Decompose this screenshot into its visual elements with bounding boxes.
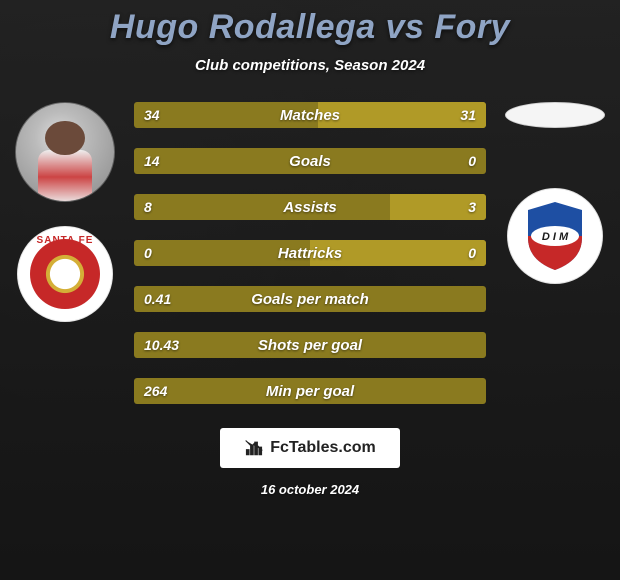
stat-row: Goals per match 0.41 (134, 286, 486, 312)
stat-row: Hattricks 0 0 (134, 240, 486, 266)
club-badge-right-shield: D I M (524, 200, 586, 272)
page-subtitle: Club competitions, Season 2024 (195, 57, 425, 74)
stat-row: Matches 34 31 (134, 102, 486, 128)
stats-column: Matches3431Goals140Assists83Hattricks00G… (130, 102, 490, 404)
stat-value-right: 0 (468, 153, 476, 169)
stat-value-left: 264 (144, 383, 167, 399)
stat-value-right: 3 (468, 199, 476, 215)
stat-label: Shots per goal (258, 337, 362, 354)
chart-icon (244, 438, 264, 458)
left-column: SANTA FE (0, 102, 130, 322)
stat-row: Shots per goal 10.43 (134, 332, 486, 358)
stat-label: Matches (280, 107, 340, 124)
stat-label: Min per goal (266, 383, 354, 400)
stat-value-left: 0 (144, 245, 152, 261)
stat-value-right: 31 (460, 107, 476, 123)
stat-label: Goals per match (251, 291, 369, 308)
right-column: D I M (490, 102, 620, 284)
main-area: SANTA FE Matches 34 31 Goals 14 0 Assists 8 3 Hat… (0, 102, 620, 404)
stat-value-left: 14 (144, 153, 160, 169)
branding-label: FcTables.com (270, 439, 376, 457)
content-wrapper: Hugo Rodallega vs Fory Club competitions… (0, 0, 620, 580)
stat-row: Min per goal 264 (134, 378, 486, 404)
stat-row: Assists 8 3 (134, 194, 486, 220)
stat-value-left: 34 (144, 107, 160, 123)
stat-value-left: 10.43 (144, 337, 179, 353)
club-badge-left-text: SANTA FE (37, 235, 94, 246)
stat-label: Hattricks (278, 245, 342, 262)
page-title: Hugo Rodallega vs Fory (110, 8, 510, 47)
stat-value-right: 0 (468, 245, 476, 261)
club-badge-left-inner (30, 239, 100, 309)
stat-label: Assists (283, 199, 336, 216)
stat-value-left: 8 (144, 199, 152, 215)
branding-badge[interactable]: FcTables.com (220, 428, 400, 468)
stat-label: Goals (289, 153, 331, 170)
player-photo-right (505, 102, 605, 128)
club-badge-right-text: D I M (542, 231, 569, 243)
stat-value-left: 0.41 (144, 291, 171, 307)
stat-row: Goals 14 0 (134, 148, 486, 174)
club-badge-right: D I M (507, 188, 603, 284)
player-photo-left (15, 102, 115, 202)
club-badge-left: SANTA FE (17, 226, 113, 322)
footer-date: 16 october 2024 (261, 482, 359, 497)
